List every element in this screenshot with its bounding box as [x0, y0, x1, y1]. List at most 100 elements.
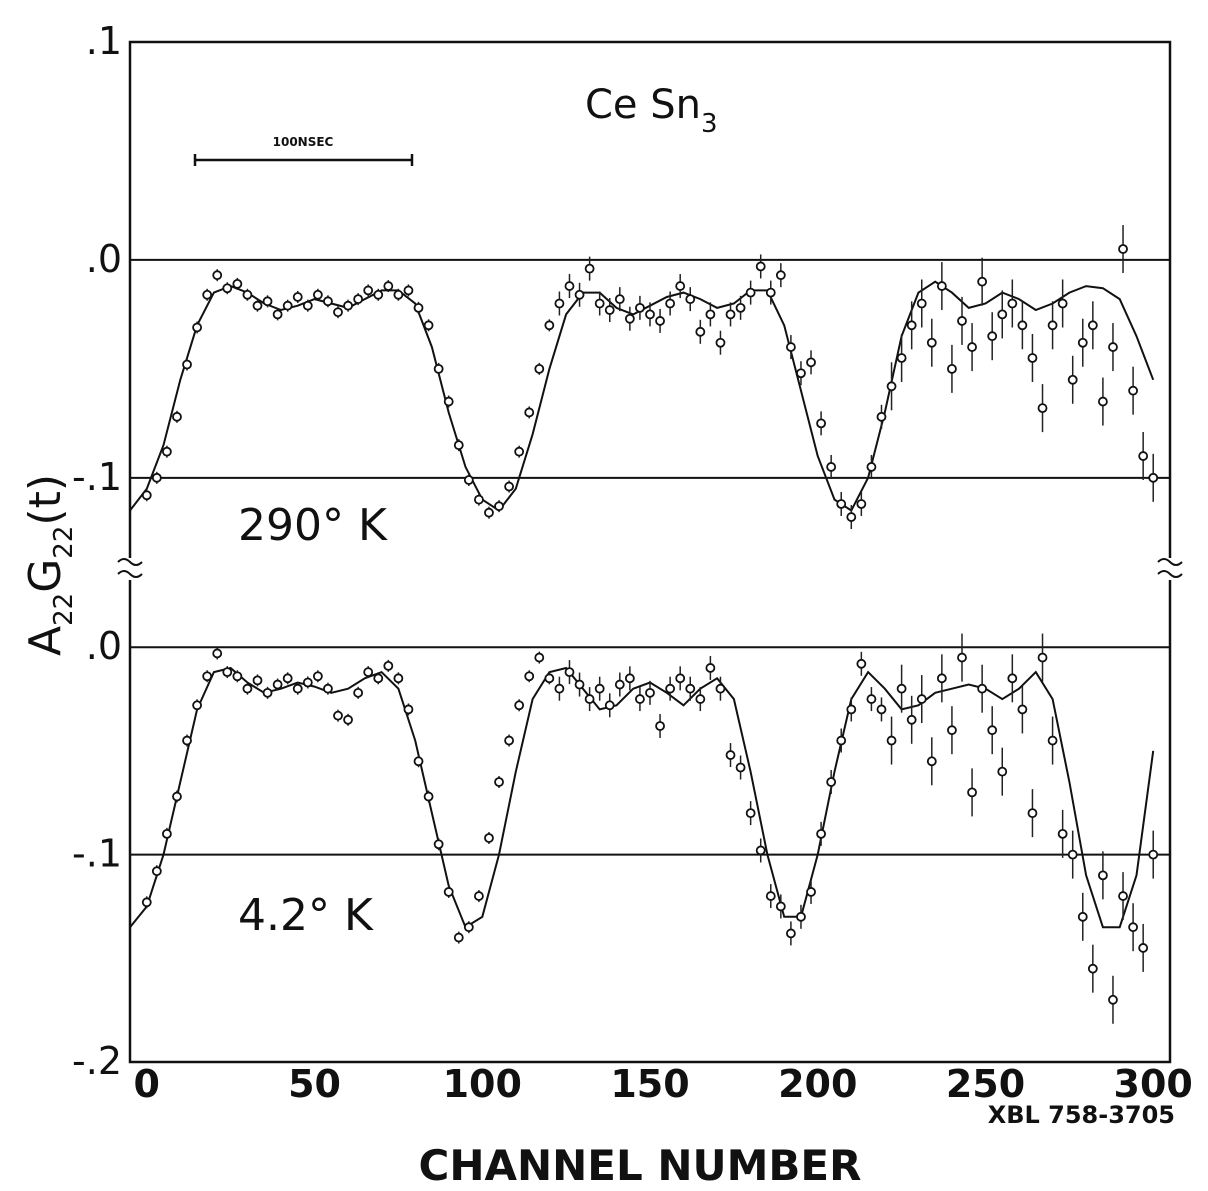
y-tick-label: -.1: [72, 455, 122, 499]
data-point: [896, 683, 907, 694]
data-point: [816, 828, 826, 839]
data-point: [393, 289, 404, 300]
data-point: [1047, 320, 1058, 331]
data-point: [554, 298, 565, 309]
data-point: [856, 499, 867, 509]
data-point: [725, 309, 736, 320]
data-point: [423, 791, 434, 802]
data-point: [202, 289, 213, 300]
data-point: [182, 735, 192, 746]
data-point: [514, 700, 525, 711]
data-point: [433, 363, 444, 374]
x-tick-label: 100: [443, 1062, 522, 1106]
data-point: [151, 866, 162, 877]
data-point: [262, 296, 273, 307]
data-point: [1017, 704, 1028, 715]
data-point: [554, 683, 565, 694]
data-point: [1037, 652, 1048, 663]
data-point: [292, 292, 303, 302]
data-point: [423, 320, 434, 331]
data-point: [484, 507, 494, 518]
data-point: [796, 368, 806, 379]
data-point: [504, 481, 514, 492]
y-tick-label: -.1: [72, 832, 122, 876]
data-point: [242, 289, 253, 300]
data-point: [665, 298, 676, 309]
data-point: [463, 922, 474, 933]
data-point: [755, 845, 766, 856]
data-point: [1057, 298, 1068, 309]
data-point: [675, 281, 686, 291]
data-point: [302, 677, 313, 688]
data-point: [725, 750, 736, 760]
data-point: [141, 897, 152, 908]
data-point: [1138, 943, 1149, 953]
data-point: [967, 787, 977, 798]
data-point: [262, 687, 273, 698]
data-point: [614, 294, 625, 305]
data-point: [312, 289, 323, 300]
data-point: [1067, 374, 1078, 385]
data-point: [363, 667, 374, 678]
data-point: [997, 309, 1008, 320]
data-point: [1017, 320, 1028, 331]
data-point: [715, 337, 726, 348]
data-point: [796, 911, 806, 922]
axis-break-mark: [1157, 558, 1183, 566]
x-tick-label: 250: [946, 1062, 1025, 1106]
data-point: [1128, 922, 1138, 933]
data-point: [333, 710, 343, 721]
data-point: [936, 673, 947, 684]
data-point: [806, 887, 816, 897]
data-point: [162, 828, 172, 839]
data-point: [786, 342, 796, 352]
x-tick-label: 150: [610, 1062, 689, 1106]
data-point: [685, 294, 696, 305]
data-point: [957, 652, 967, 663]
data-point: [936, 281, 947, 291]
y-tick-label: .0: [86, 237, 122, 281]
data-point: [282, 673, 293, 684]
y-tick-label: .0: [86, 624, 122, 668]
data-point: [886, 735, 897, 746]
data-point: [162, 446, 172, 457]
data-point: [645, 687, 655, 698]
data-point: [192, 322, 202, 333]
data-point: [514, 446, 525, 457]
data-point: [292, 683, 303, 694]
data-point: [463, 475, 474, 485]
data-point: [182, 359, 192, 370]
data-point: [695, 326, 706, 337]
data-point: [836, 735, 847, 746]
data-point: [343, 714, 353, 725]
data-point: [846, 512, 857, 522]
y-axis-label: A22G22(t): [20, 474, 79, 656]
data-point: [564, 281, 575, 291]
data-point: [172, 791, 182, 802]
data-point: [302, 300, 313, 311]
data-point: [443, 396, 454, 407]
y-tick-label: .1: [86, 19, 122, 63]
data-point: [151, 472, 162, 483]
data-point: [353, 687, 364, 698]
panel-label-4k: 4.2° K: [238, 890, 374, 941]
data-point: [1067, 849, 1078, 860]
data-point: [232, 671, 243, 682]
data-point: [926, 337, 937, 348]
data-point: [846, 704, 857, 715]
data-point: [775, 270, 786, 281]
data-point: [584, 694, 595, 704]
data-point: [453, 440, 464, 451]
data-point: [987, 725, 998, 736]
data-point: [484, 833, 494, 843]
data-point: [363, 285, 374, 296]
data-point: [947, 363, 957, 374]
data-point: [403, 285, 414, 296]
data-point: [222, 283, 233, 294]
fit-curve: [129, 666, 1155, 929]
x-tick-label: 200: [778, 1062, 857, 1106]
data-point: [212, 270, 223, 281]
x-axis-ticks: 0 50 100 150 200 250 300: [134, 1062, 1193, 1106]
scale-bar: 100NSEC: [193, 135, 414, 166]
data-point: [624, 313, 635, 324]
